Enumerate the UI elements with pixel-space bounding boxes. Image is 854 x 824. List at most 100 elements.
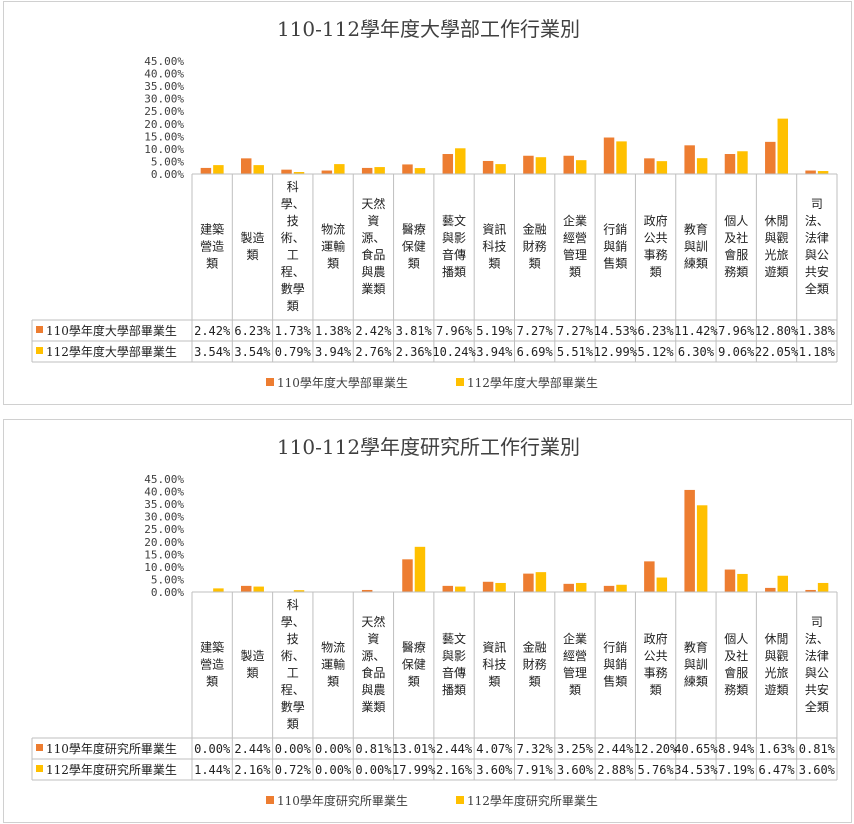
- category-label: 務類: [724, 265, 748, 279]
- bar: [293, 590, 305, 592]
- data-label: 2.88%: [597, 763, 634, 777]
- y-tick-label: 10.00%: [144, 143, 184, 156]
- category-label: 源、: [361, 231, 385, 245]
- category-label: 金融: [523, 640, 547, 655]
- category-label: 遊類: [765, 682, 789, 697]
- data-label: 3.60%: [799, 763, 836, 777]
- category-label: 類: [246, 248, 258, 262]
- table-row-label: 112學年度研究所畢業生: [46, 762, 177, 777]
- category-label: 科技: [482, 658, 506, 672]
- bar: [603, 137, 615, 174]
- category-label: 音傳: [442, 247, 466, 262]
- category-label: 企業: [563, 213, 587, 228]
- category-label: 售類: [603, 674, 627, 689]
- data-label: 3.94%: [315, 345, 352, 359]
- category-label: 藝文: [442, 213, 466, 228]
- category-label: 練類: [684, 257, 708, 271]
- bar: [563, 155, 574, 174]
- bar: [684, 145, 695, 174]
- category-label: 與訓: [684, 657, 708, 672]
- category-label: 科: [287, 180, 299, 194]
- y-tick-label: 15.00%: [144, 130, 184, 143]
- table-row-label: 110學年度研究所畢業生: [46, 741, 177, 756]
- y-tick-label: 25.00%: [144, 105, 184, 118]
- data-label: 11.42%: [674, 324, 718, 338]
- bar: [240, 585, 252, 592]
- data-label: 0.81%: [799, 742, 836, 756]
- bar: [603, 585, 615, 592]
- bar: [523, 573, 534, 592]
- category-label: 光旅: [765, 248, 789, 262]
- data-label: 17.99%: [392, 763, 436, 777]
- category-label: 程、: [281, 682, 305, 697]
- bar: [644, 561, 655, 592]
- bar: [805, 170, 816, 174]
- category-label: 營造: [200, 240, 224, 254]
- category-label: 運輸: [321, 239, 345, 254]
- category-label: 法、: [805, 214, 829, 228]
- category-label: 及社: [724, 648, 748, 663]
- category-label: 製造: [240, 649, 264, 663]
- category-label: 類: [206, 675, 218, 689]
- bar: [805, 589, 816, 592]
- bar: [523, 155, 534, 174]
- y-tick-label: 25.00%: [144, 523, 184, 536]
- category-label: 與銷: [603, 657, 627, 672]
- category-label: 學、: [281, 197, 305, 211]
- category-label: 醫療: [402, 223, 426, 237]
- category-label: 與農: [361, 265, 385, 279]
- data-label: 6.23%: [638, 324, 675, 338]
- y-tick-label: 15.00%: [144, 548, 184, 561]
- legend-label: 110學年度研究所畢業生: [277, 793, 408, 808]
- table-row-label: 110學年度大學部畢業生: [46, 323, 177, 338]
- bar: [321, 170, 333, 174]
- data-label: 3.60%: [476, 763, 513, 777]
- category-label: 事務: [644, 248, 668, 262]
- data-label: 2.44%: [597, 742, 634, 756]
- data-label: 6.69%: [517, 345, 554, 359]
- data-label: 4.07%: [476, 742, 513, 756]
- data-label: 7.19%: [718, 763, 755, 777]
- category-label: 類: [206, 257, 218, 271]
- data-label: 3.94%: [476, 345, 513, 359]
- category-label: 業類: [361, 700, 385, 714]
- data-label: 6.23%: [234, 324, 271, 338]
- bar: [575, 160, 587, 174]
- legend-swatch: [456, 796, 464, 804]
- data-label: 7.27%: [517, 324, 554, 338]
- category-label: 業類: [361, 282, 385, 296]
- y-tick-label: 40.00%: [144, 68, 184, 81]
- data-label: 2.44%: [436, 742, 473, 756]
- category-label: 物流: [321, 223, 345, 237]
- bar: [817, 582, 829, 592]
- y-tick-label: 35.00%: [144, 498, 184, 511]
- data-label: 5.12%: [638, 345, 675, 359]
- category-label: 光旅: [765, 666, 789, 680]
- bar: [361, 589, 373, 592]
- bar: [656, 161, 668, 174]
- category-label: 企業: [563, 631, 587, 646]
- data-label: 2.76%: [355, 345, 392, 359]
- category-label: 類: [569, 265, 581, 279]
- category-label: 技: [287, 632, 299, 646]
- category-label: 教育: [684, 222, 708, 237]
- data-label: 3.60%: [557, 763, 594, 777]
- category-label: 製造: [240, 231, 264, 245]
- category-label: 物流: [321, 641, 345, 655]
- category-label: 醫療: [402, 641, 426, 655]
- data-label: 40.65%: [674, 742, 718, 756]
- table-row-label: 112學年度大學部畢業生: [46, 344, 177, 359]
- category-label: 全類: [805, 699, 829, 714]
- y-tick-label: 5.00%: [151, 155, 184, 168]
- legend-key-swatch: [36, 326, 43, 333]
- bar: [495, 582, 506, 592]
- category-label: 財務: [523, 239, 547, 254]
- bar: [402, 559, 413, 592]
- bar: [777, 118, 789, 174]
- chart-title: 110-112學年度研究所工作行業別: [277, 435, 580, 459]
- chart-graduate: 110-112學年度研究所工作行業別0.00%5.00%10.00%15.00%…: [31, 435, 838, 808]
- bar: [253, 586, 264, 592]
- data-label: 5.51%: [557, 345, 594, 359]
- data-label: 0.00%: [194, 742, 231, 756]
- bar: [200, 167, 212, 174]
